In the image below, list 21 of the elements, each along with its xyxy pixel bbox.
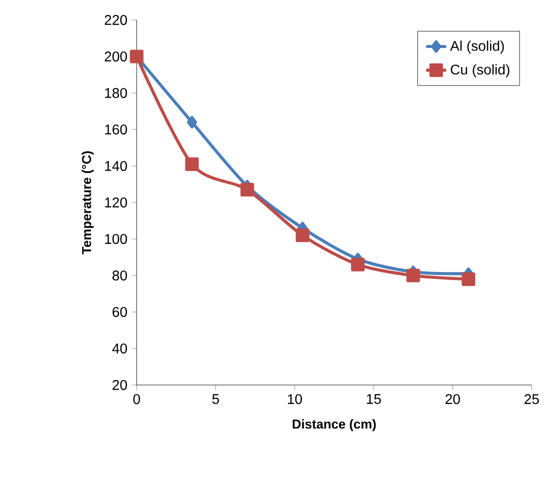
y-tick-label: 220 bbox=[104, 15, 127, 26]
y-tick-label: 160 bbox=[105, 124, 127, 135]
y-tick-label: 100 bbox=[105, 234, 127, 244]
x-tick-label: 5 bbox=[212, 394, 219, 404]
y-axis-title: Temperature (°C) bbox=[82, 151, 94, 254]
x-axis-title: Distance (cm) bbox=[292, 419, 376, 432]
y-tick-label: 20 bbox=[112, 380, 127, 390]
x-tick-label: 10 bbox=[288, 394, 302, 404]
y-tick-label: 120 bbox=[105, 198, 127, 208]
y-tick-label: 200 bbox=[104, 52, 127, 62]
y-tick-label: 140 bbox=[105, 161, 127, 172]
x-tick-label: 20 bbox=[446, 394, 460, 404]
x-tick-label: 15 bbox=[366, 394, 381, 404]
legend-label: Cu (solid) bbox=[450, 64, 510, 78]
x-tick-label: 0 bbox=[133, 394, 140, 404]
y-tick-label: 60 bbox=[112, 307, 127, 318]
x-tick-label: 25 bbox=[524, 394, 539, 404]
y-tick-label: 40 bbox=[112, 344, 127, 354]
y-tick-label: 80 bbox=[112, 270, 127, 281]
legend-label: Al (solid) bbox=[450, 40, 504, 54]
y-tick-label: 180 bbox=[105, 88, 127, 98]
